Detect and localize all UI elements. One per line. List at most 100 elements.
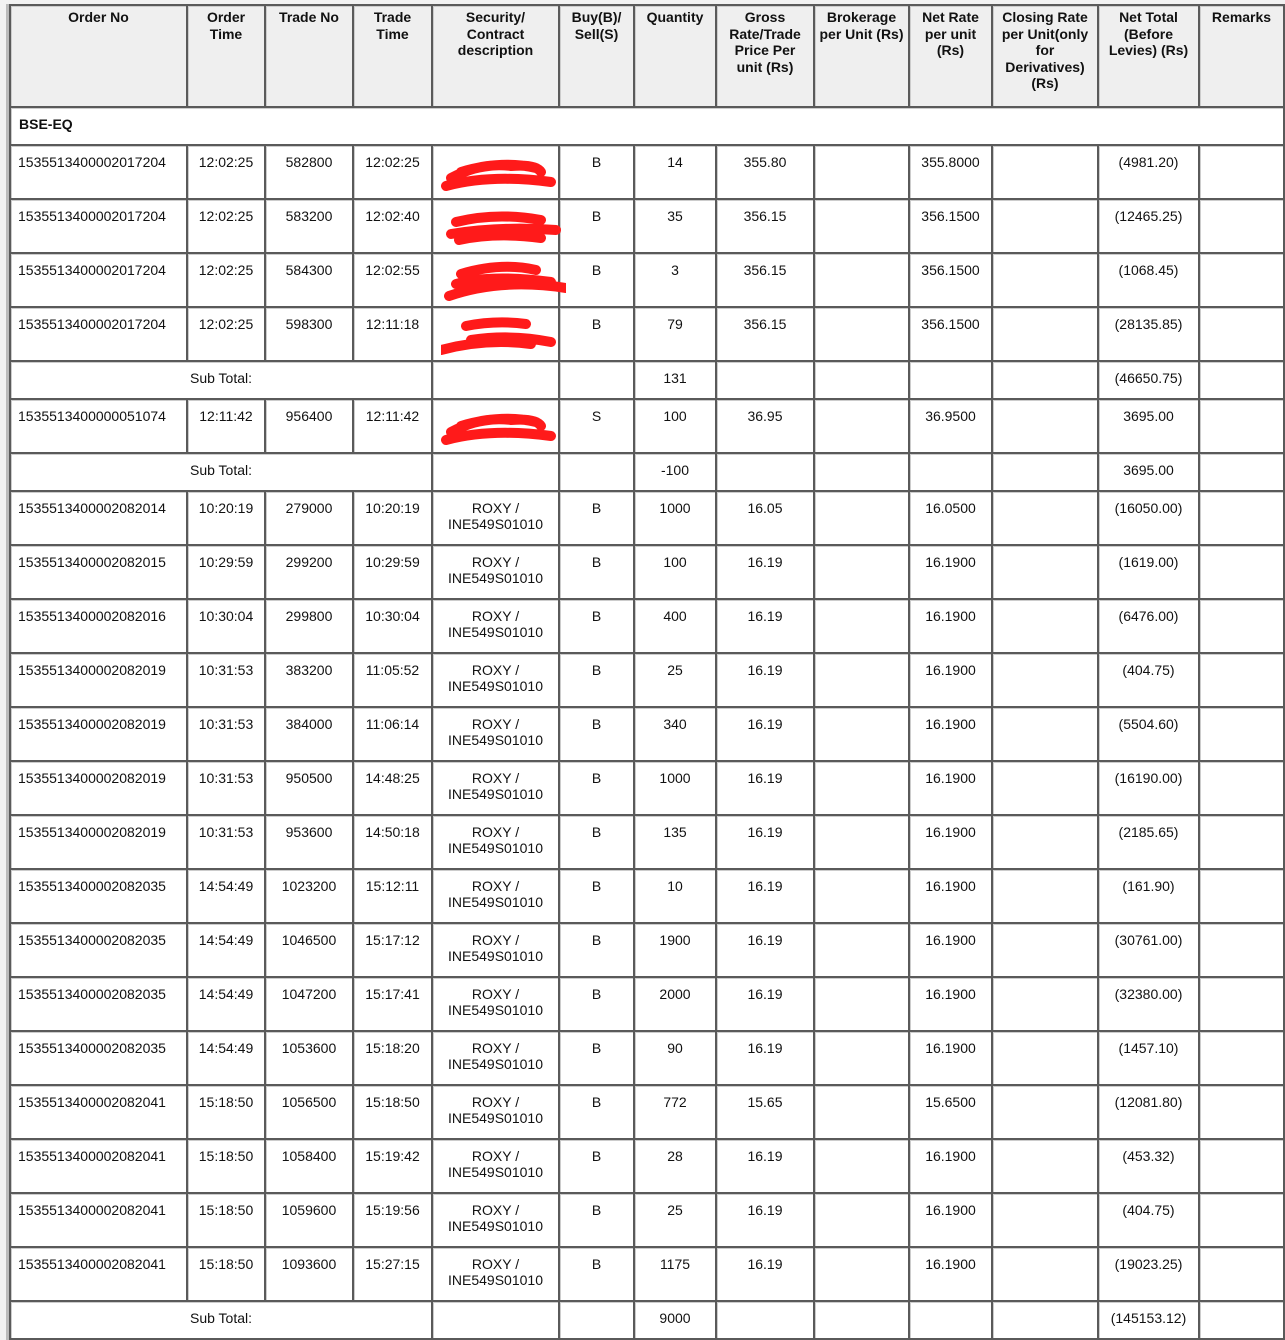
net-total-cell: (2185.65) (1097, 814, 1200, 870)
buy-sell-cell (558, 1300, 635, 1340)
gross-rate-cell: 356.15 (715, 306, 815, 362)
closing-rate-cell (991, 1138, 1099, 1194)
quantity-cell: 14 (633, 144, 717, 200)
table-row: 1535513400002082041 15:18:50 1058400 15:19:… (9, 1138, 1285, 1194)
buy-sell-cell: B (558, 868, 635, 924)
net-rate-cell: 356.1500 (908, 252, 993, 308)
trade-time-cell: 15:19:56 (352, 1192, 433, 1248)
brokerage-cell (813, 252, 910, 308)
order-no-cell: 1535513400002082041 (9, 1138, 188, 1194)
trade-no-cell: 1059600 (264, 1192, 354, 1248)
buy-sell-cell: B (558, 652, 635, 708)
column-header-net-total: Net Total (Before Levies) (Rs) (1097, 4, 1200, 108)
column-header-net-rate: Net Rate per unit (Rs) (908, 4, 993, 108)
closing-rate-cell (991, 544, 1099, 600)
order-time-cell: 10:31:53 (186, 760, 266, 816)
trade-no-cell: 1047200 (264, 976, 354, 1032)
order-no-cell: 1535513400002082019 (9, 814, 188, 870)
trade-time-cell: 15:18:20 (352, 1030, 433, 1086)
closing-rate-cell (991, 976, 1099, 1032)
security-cell: ROXY / INE549S01010 (431, 1084, 560, 1140)
order-time-cell: 15:18:50 (186, 1138, 266, 1194)
redaction-scribble-icon (444, 261, 566, 301)
net-total-cell: (161.90) (1097, 868, 1200, 924)
net-total-cell: (453.32) (1097, 1138, 1200, 1194)
buy-sell-cell: B (558, 306, 635, 362)
net-rate-cell: 16.1900 (908, 760, 993, 816)
net-rate-cell: 16.1900 (908, 544, 993, 600)
brokerage-cell (813, 1192, 910, 1248)
remarks-cell (1198, 652, 1285, 708)
closing-cell (991, 452, 1099, 492)
net-total-cell: (6476.00) (1097, 598, 1200, 654)
remarks-cell (1198, 1246, 1285, 1302)
subtotal-quantity: 9000 (633, 1300, 717, 1340)
buy-sell-cell: B (558, 144, 635, 200)
column-header-trade-no: Trade No (264, 4, 354, 108)
subtotal-label: Sub Total: (9, 360, 433, 400)
table-row: 1535513400002082019 10:31:53 384000 11:06:1… (9, 706, 1285, 762)
net-rate-cell: 16.1900 (908, 814, 993, 870)
quantity-cell: 2000 (633, 976, 717, 1032)
redaction-scribble-icon (441, 317, 556, 355)
net-rate-cell: 356.1500 (908, 306, 993, 362)
net-rate-cell: 15.6500 (908, 1084, 993, 1140)
buy-sell-cell: B (558, 544, 635, 600)
closing-rate-cell (991, 1192, 1099, 1248)
net-total-cell: (404.75) (1097, 1192, 1200, 1248)
order-time-cell: 10:20:19 (186, 490, 266, 546)
buy-sell-cell: B (558, 814, 635, 870)
order-no-cell: 1535513400002082035 (9, 868, 188, 924)
order-no-cell: 1535513400002082041 (9, 1246, 188, 1302)
quantity-cell: 28 (633, 1138, 717, 1194)
security-cell: ROXY / INE549S01010 (431, 598, 560, 654)
gross-rate-cell: 356.15 (715, 252, 815, 308)
brokerage-cell (813, 398, 910, 454)
net-total-cell: (4981.20) (1097, 144, 1200, 200)
trade-time-cell: 14:48:25 (352, 760, 433, 816)
security-cell (431, 398, 560, 454)
subtotal-label: Sub Total: (9, 452, 433, 492)
trade-time-cell: 15:19:42 (352, 1138, 433, 1194)
brokerage-cell (813, 544, 910, 600)
brokerage-cell (813, 490, 910, 546)
net-rate-cell: 16.1900 (908, 706, 993, 762)
remarks-cell (1198, 452, 1285, 492)
order-no-cell: 1535513400002082014 (9, 490, 188, 546)
trade-no-cell: 953600 (264, 814, 354, 870)
trade-no-cell: 299800 (264, 598, 354, 654)
gross-rate-cell: 16.19 (715, 976, 815, 1032)
closing-rate-cell (991, 652, 1099, 708)
segment-row: BSE-EQ (9, 106, 1285, 146)
quantity-cell: 25 (633, 1192, 717, 1248)
gross-rate-cell: 16.19 (715, 706, 815, 762)
brokerage-cell (813, 1246, 910, 1302)
trade-time-cell: 15:17:41 (352, 976, 433, 1032)
brokerage-cell (813, 306, 910, 362)
quantity-cell: 400 (633, 598, 717, 654)
column-header-buy-sell: Buy(B)/ Sell(S) (558, 4, 635, 108)
trade-time-cell: 11:05:52 (352, 652, 433, 708)
trade-no-cell: 956400 (264, 398, 354, 454)
net-total-cell: (12465.25) (1097, 198, 1200, 254)
trade-no-cell: 383200 (264, 652, 354, 708)
security-cell (431, 306, 560, 362)
gross-rate-cell: 16.19 (715, 760, 815, 816)
buy-sell-cell (558, 452, 635, 492)
security-cell: ROXY / INE549S01010 (431, 1192, 560, 1248)
column-header-order-no: Order No (9, 4, 188, 108)
buy-sell-cell: B (558, 706, 635, 762)
table-row: 1535513400002082035 14:54:49 1046500 15:17:… (9, 922, 1285, 978)
gross-rate-cell: 355.80 (715, 144, 815, 200)
order-time-cell: 14:54:49 (186, 922, 266, 978)
closing-rate-cell (991, 814, 1099, 870)
brokerage-cell (813, 868, 910, 924)
column-header-gross-rate: Gross Rate/Trade Price Per unit (Rs) (715, 4, 815, 108)
quantity-cell: 1000 (633, 490, 717, 546)
quantity-cell: 35 (633, 198, 717, 254)
brokerage-cell (813, 814, 910, 870)
net-total-cell: (12081.80) (1097, 1084, 1200, 1140)
order-time-cell: 10:29:59 (186, 544, 266, 600)
column-header-closing-rate: Closing Rate per Unit(only for Derivativ… (991, 4, 1099, 108)
order-no-cell: 1535513400002082019 (9, 706, 188, 762)
